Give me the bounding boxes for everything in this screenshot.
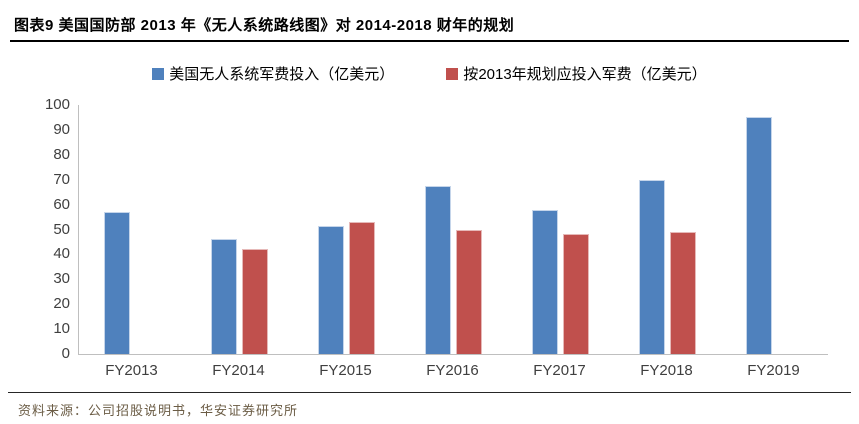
category-group-fy2015 [293, 105, 400, 354]
legend-item-actual: 美国无人系统军费投入（亿美元） [152, 63, 394, 84]
y-tick-label: 100 [44, 96, 70, 113]
y-tick-label: 90 [53, 120, 70, 138]
y-tick-label: 40 [53, 245, 70, 263]
x-axis-label: FY2015 [319, 362, 372, 379]
legend-item-planned: 按2013年规划应投入军费（亿美元） [446, 63, 707, 84]
category-group-fy2013 [79, 105, 186, 354]
x-axis-label: FY2018 [640, 362, 693, 379]
chart-legend: 美国无人系统军费投入（亿美元） 按2013年规划应投入军费（亿美元） [0, 63, 859, 84]
bar-fy2018 [639, 179, 665, 354]
y-tick-label: 70 [53, 170, 70, 188]
bar-fy2016 [425, 185, 451, 354]
y-tick-label: 50 [53, 220, 70, 238]
y-tick-label: 80 [53, 145, 70, 163]
plot-area [78, 105, 828, 355]
legend-square-icon [152, 67, 165, 80]
x-axis-label: FY2019 [747, 362, 800, 379]
legend-label: 美国无人系统军费投入（亿美元） [169, 66, 395, 83]
bar-fy2015 [318, 225, 344, 354]
x-axis: FY2013 FY2014 FY2015 FY2016 FY2017 FY2018 FY20… [78, 362, 827, 379]
y-tick-label: 30 [53, 270, 70, 288]
category-group-fy2014 [186, 105, 293, 354]
source-note: 资料来源：公司招股说明书，华安证券研究所 [18, 403, 299, 418]
bar-fy2014 [242, 249, 268, 354]
source-divider [8, 392, 851, 393]
legend-square-icon [446, 67, 459, 80]
bar-fy2016 [456, 229, 482, 354]
y-tick-label: 0 [61, 345, 70, 362]
y-tick-label: 10 [53, 320, 70, 338]
category-group-fy2017 [507, 105, 614, 354]
x-axis-label: FY2016 [426, 362, 479, 379]
bar-fy2013 [104, 212, 130, 354]
x-axis-label: FY2014 [212, 362, 265, 379]
bar-fy2019 [746, 117, 772, 354]
x-axis-label: FY2017 [533, 362, 586, 379]
x-axis-label: FY2013 [105, 362, 158, 379]
category-group-fy2018 [614, 105, 721, 354]
bar-fy2015 [349, 222, 375, 354]
bar-fy2018 [670, 232, 696, 354]
bar-fy2014 [211, 239, 237, 354]
chart-title: 图表9 美国国防部 2013 年《无人系统路线图》对 2014-2018 财年的… [14, 17, 515, 34]
title-divider [10, 40, 849, 42]
category-group-fy2016 [400, 105, 507, 354]
bar-fy2017 [563, 234, 589, 354]
y-tick-label: 60 [53, 195, 70, 213]
y-tick-label: 20 [53, 295, 70, 313]
bar-fy2017 [532, 209, 558, 354]
legend-label: 按2013年规划应投入军费（亿美元） [463, 66, 707, 83]
category-group-fy2019 [721, 105, 828, 354]
